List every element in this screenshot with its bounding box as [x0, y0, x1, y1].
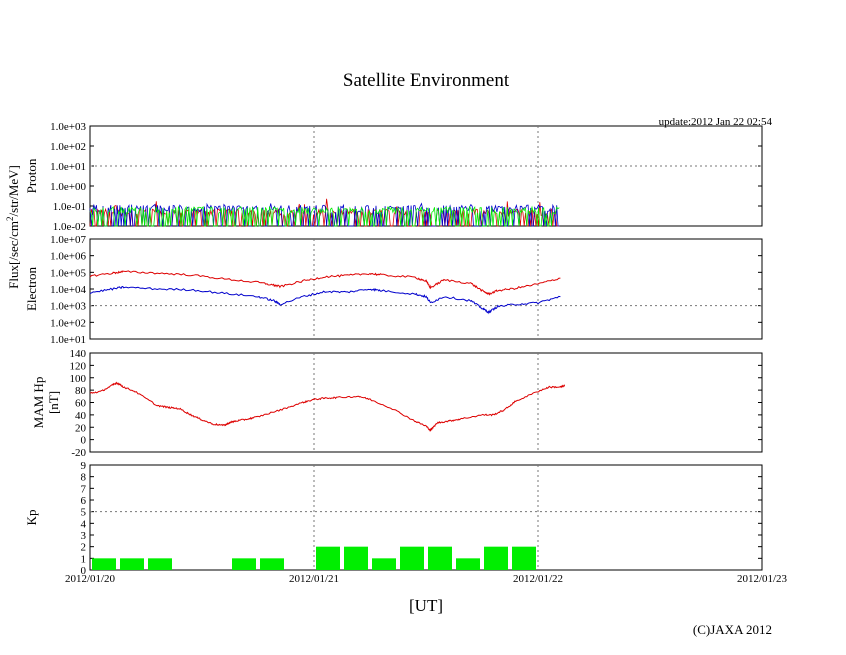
mam-hp-series-red: [89, 381, 566, 432]
proton-ytick-label: 1.0e-02: [53, 221, 86, 233]
kp-ytick-label: 9: [81, 460, 87, 472]
electron-ytick-label: 1.0e+06: [50, 251, 86, 263]
electron-ytick-label: 1.0e+05: [50, 267, 86, 279]
proton-panel: 1.0e+03 1.0e+02 1.0e+01 1.0e+00 1.0e-01 1.0e-…: [24, 121, 763, 233]
kp-bar: [316, 546, 340, 570]
electron-series-red: [89, 270, 561, 296]
kp-bar: [120, 558, 144, 570]
kp-bar: [232, 558, 256, 570]
electron-ytick-label: 1.0e+04: [50, 284, 86, 296]
x-axis-label: [UT]: [409, 596, 443, 615]
electron-panel: 1.0e+07 1.0e+06 1.0e+05 1.0e+04 1.0e+03 1.0e+…: [24, 234, 763, 346]
mam-hp-frame: [89, 352, 763, 453]
proton-ytick-label: 1.0e+03: [50, 121, 86, 133]
proton-ylabel: Proton: [24, 158, 39, 193]
proton-ytick-label: 1.0e+00: [50, 181, 86, 193]
mam-hp-yunit: [nT]: [46, 391, 61, 414]
electron-frame: [89, 238, 763, 340]
chart-panels: 1.0e+03 1.0e+02 1.0e+01 1.0e+00 1.0e-01 1.0e-…: [24, 121, 788, 585]
electron-ytick-label: 1.0e+03: [50, 301, 86, 313]
mam-hp-ytick-label: 140: [70, 348, 87, 360]
kp-ytick-label: 5: [81, 507, 87, 519]
kp-bar: [400, 546, 424, 570]
mam-hp-ytick-label: 60: [75, 398, 87, 410]
kp-ylabel: Kp: [24, 510, 39, 526]
proton-ytick-label: 1.0e-01: [53, 201, 86, 213]
update-timestamp: update:2012 Jan 22 02:54: [659, 116, 773, 128]
proton-ytick-label: 1.0e+02: [50, 141, 86, 153]
mam-hp-ytick-label: 120: [70, 360, 87, 372]
kp-ytick-label: 1: [81, 553, 87, 565]
proton-ytick-label: 1.0e+01: [50, 161, 86, 173]
proton-frame: [89, 125, 763, 227]
kp-bar: [344, 546, 368, 570]
kp-ytick-label: 8: [81, 472, 87, 484]
kp-ytick-label: 0: [81, 565, 87, 577]
kp-bar: [428, 546, 452, 570]
mam-hp-ytick-label: 100: [70, 373, 87, 385]
shared-flux-ylabel: Flux[/sec/cm2/str/MeV]: [5, 165, 21, 289]
mam-hp-ytick-label: 0: [81, 435, 87, 447]
kp-bar: [148, 558, 172, 570]
chart-title: Satellite Environment: [343, 70, 510, 91]
kp-bar: [92, 558, 116, 570]
x-tick-label: 2012/01/20: [65, 573, 116, 585]
electron-series-blue: [89, 285, 561, 315]
copyright-text: (C)JAXA 2012: [693, 622, 772, 637]
kp-bar: [512, 546, 536, 570]
kp-bar: [372, 558, 396, 570]
x-tick-label: 2012/01/22: [513, 573, 563, 585]
mam-hp-ytick-label: 40: [75, 410, 87, 422]
proton-series-blue: [89, 202, 560, 227]
kp-ytick-label: 6: [81, 495, 87, 507]
x-tick-label: 2012/01/23: [737, 573, 788, 585]
electron-ylabel: Electron: [24, 266, 39, 311]
mam-hp-ytick-label: 80: [75, 385, 87, 397]
electron-ytick-label: 1.0e+02: [50, 317, 86, 329]
kp-bar: [484, 546, 508, 570]
mam-hp-ytick-label: 20: [75, 422, 87, 434]
electron-ytick-label: 1.0e+07: [50, 234, 86, 246]
kp-ytick-label: 3: [81, 530, 87, 542]
proton-series-green: [89, 205, 560, 227]
mam-hp-ylabel: MAM Hp: [31, 377, 46, 429]
kp-ytick-label: 2: [81, 542, 87, 554]
kp-bar: [456, 558, 480, 570]
kp-bar: [260, 558, 284, 570]
x-tick-label: 2012/01/21: [289, 573, 339, 585]
kp-ytick-label: 4: [81, 518, 87, 530]
mam-hp-ytick-label: -20: [71, 447, 86, 459]
kp-frame: [89, 464, 763, 571]
electron-ytick-label: 1.0e+01: [50, 334, 86, 346]
kp-ytick-label: 7: [81, 483, 87, 495]
